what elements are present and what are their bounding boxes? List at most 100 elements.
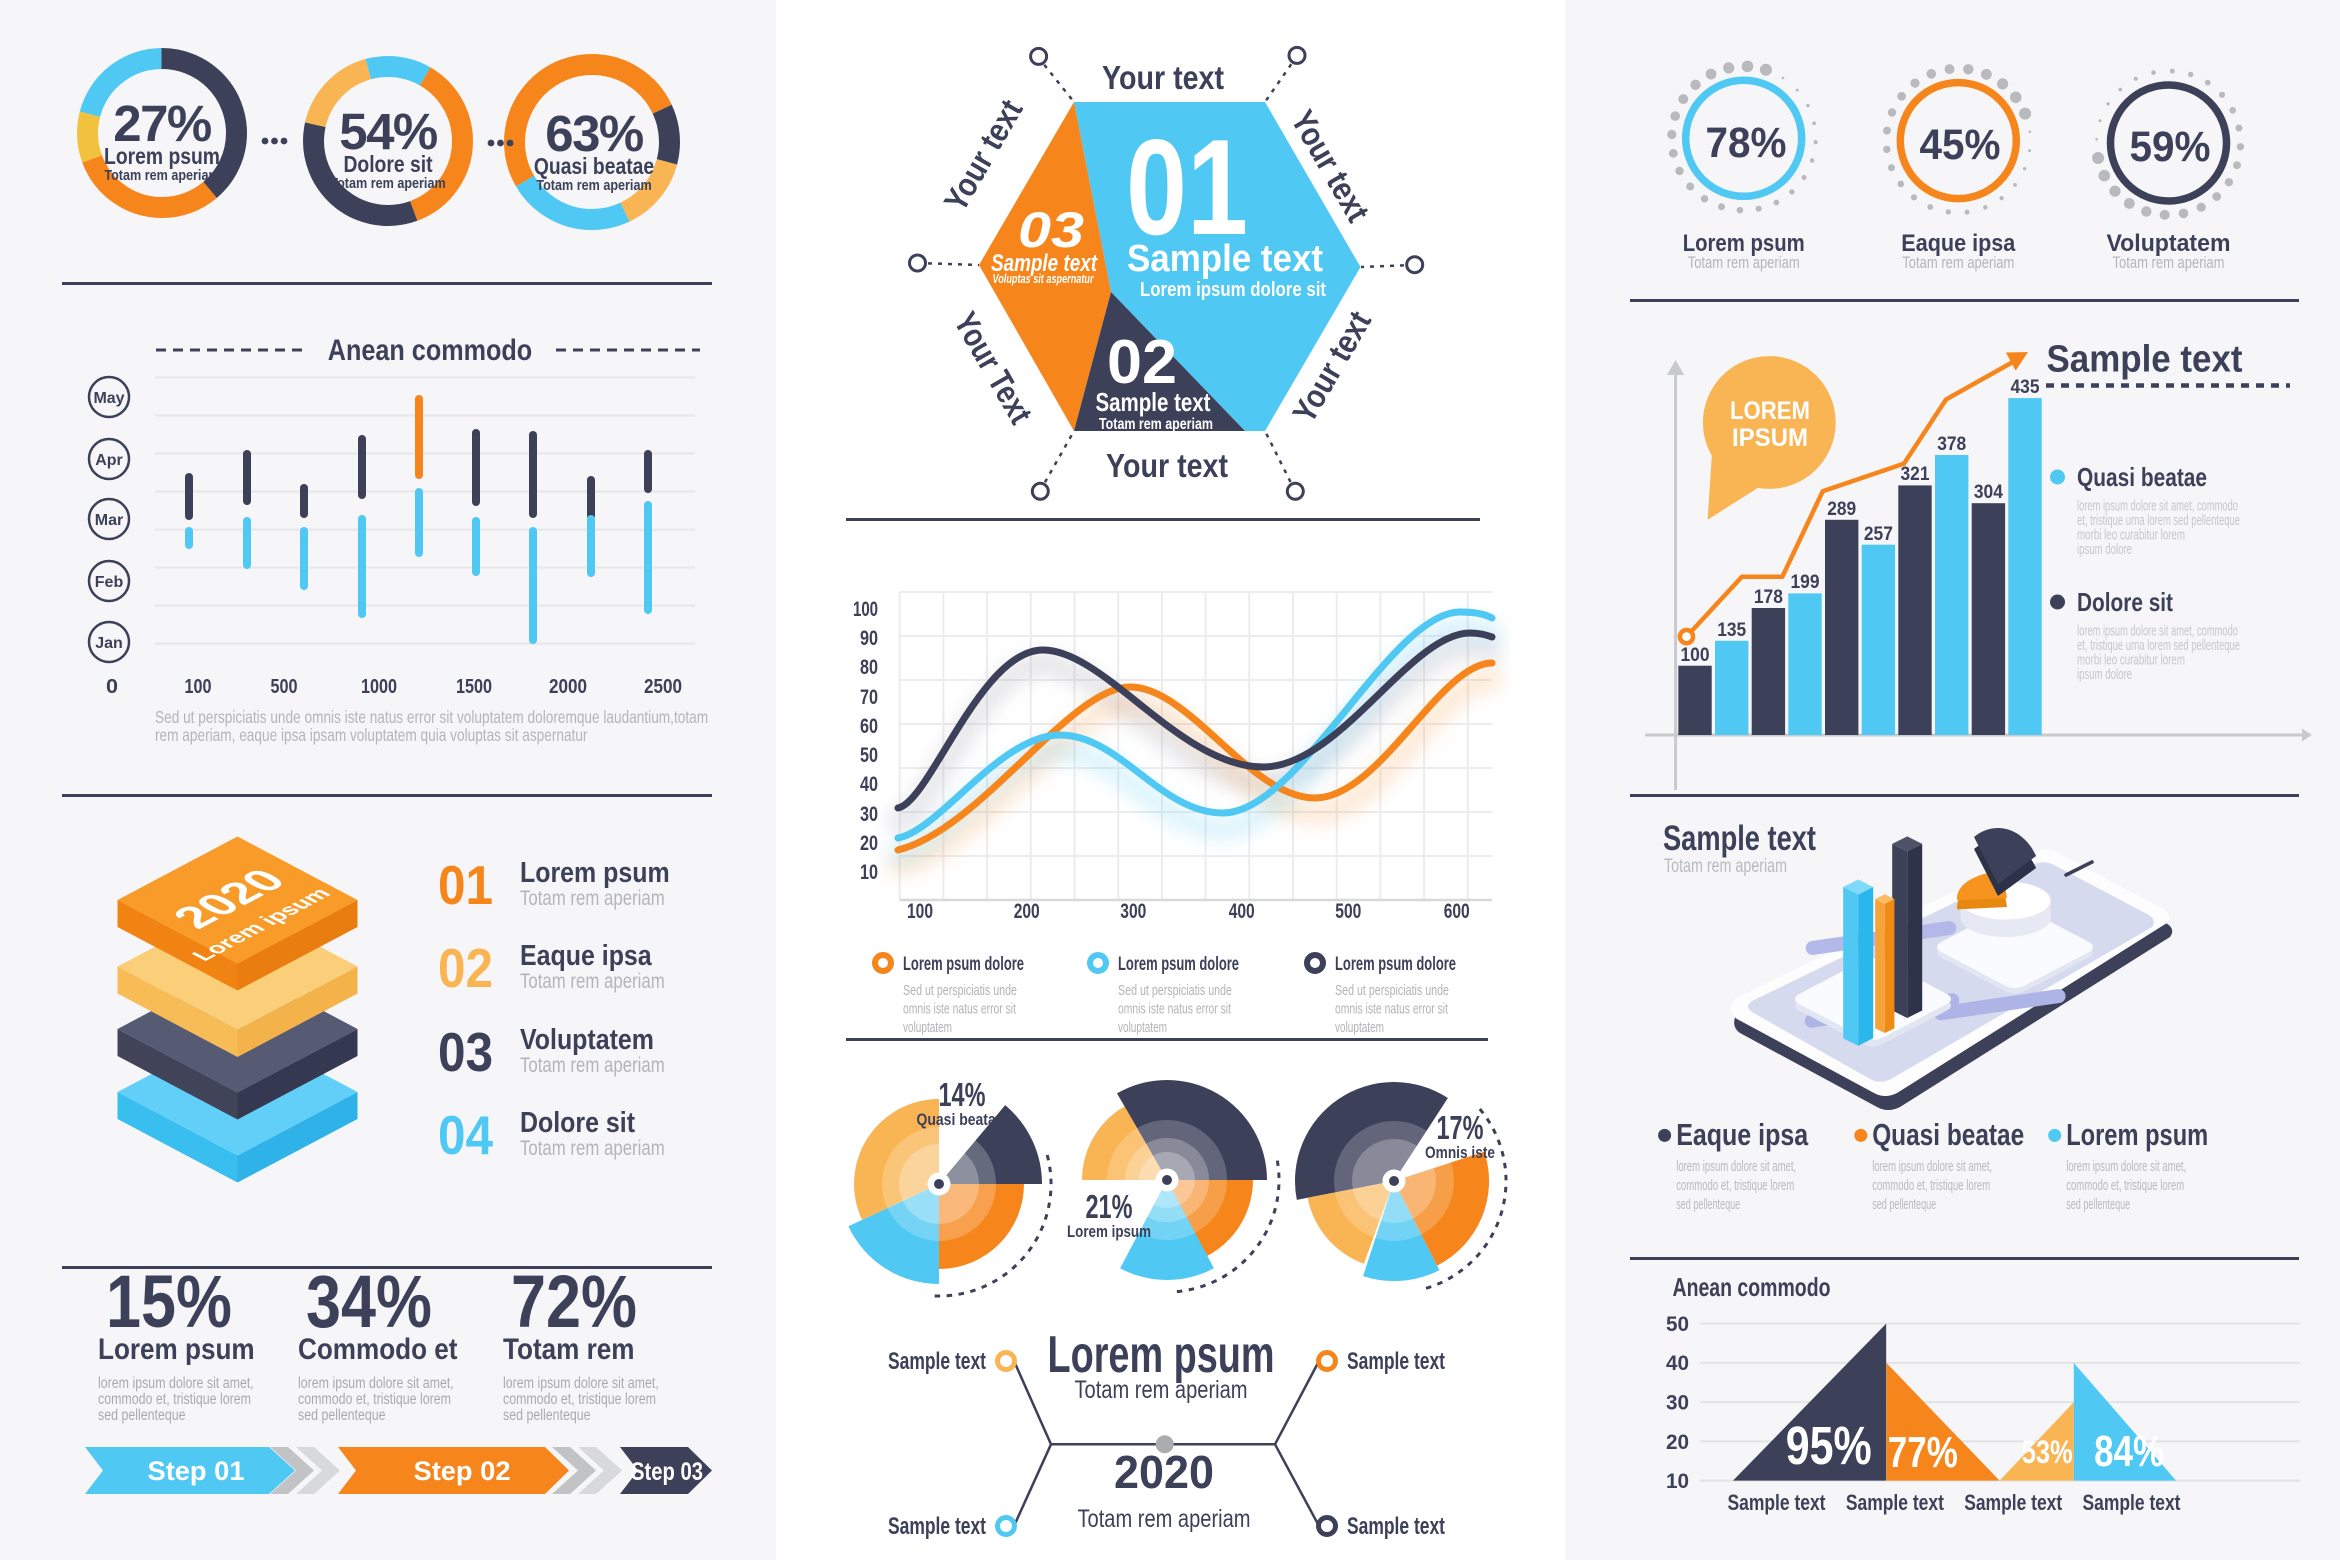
- svg-text:Totam rem aperiam: Totam rem aperiam: [2113, 253, 2225, 272]
- svg-text:100: 100: [853, 598, 878, 621]
- svg-text:0: 0: [106, 676, 118, 698]
- svg-text:et, tristique urna lorem sed p: et, tristique urna lorem sed pellenteque: [2077, 638, 2240, 654]
- svg-text:Lorem psum: Lorem psum: [1683, 230, 1805, 257]
- svg-text:Totam rem aperiam: Totam rem aperiam: [1688, 253, 1800, 272]
- svg-text:500: 500: [1335, 900, 1361, 923]
- svg-text:Quasi beatae: Quasi beatae: [917, 1111, 1004, 1129]
- svg-text:sed pellenteque: sed pellenteque: [2066, 1196, 2130, 1213]
- svg-text:300: 300: [1120, 900, 1146, 923]
- svg-text:Dolore sit: Dolore sit: [2077, 587, 2173, 617]
- svg-text:omnis iste natus error sit: omnis iste natus error sit: [1118, 1001, 1232, 1018]
- svg-text:Sed ut perspiciatis unde: Sed ut perspiciatis unde: [903, 982, 1017, 999]
- svg-text:200: 200: [1014, 900, 1040, 923]
- svg-text:Lorem psum dolore: Lorem psum dolore: [1335, 954, 1456, 975]
- svg-text:commodo et, tristique lorem: commodo et, tristique lorem: [2066, 1177, 2184, 1194]
- svg-text:LOREM: LOREM: [1730, 397, 1810, 425]
- svg-text:321: 321: [1901, 464, 1930, 485]
- svg-text:Sed ut perspiciatis unde: Sed ut perspiciatis unde: [1118, 982, 1232, 999]
- svg-text:Feb: Feb: [95, 574, 124, 591]
- svg-text:Your text: Your text: [1102, 59, 1224, 96]
- svg-text:Anean commodo: Anean commodo: [1673, 1272, 1831, 1302]
- svg-text:Totam rem aperiam: Totam rem aperiam: [1078, 1505, 1251, 1533]
- svg-text:500: 500: [271, 676, 298, 698]
- svg-text:21%: 21%: [1086, 1188, 1133, 1225]
- svg-text:257: 257: [1864, 524, 1893, 545]
- svg-text:77%: 77%: [1888, 1428, 1958, 1477]
- svg-text:14%: 14%: [939, 1076, 986, 1113]
- svg-text:ipsum dolore: ipsum dolore: [2077, 667, 2132, 683]
- svg-text:Step 01: Step 01: [148, 1456, 245, 1486]
- svg-text:IPSUM: IPSUM: [1732, 424, 1808, 452]
- svg-text:10: 10: [1666, 1470, 1689, 1493]
- svg-text:Step 02: Step 02: [414, 1456, 511, 1486]
- svg-text:Sample text: Sample text: [1347, 1513, 1445, 1540]
- svg-text:Lorem psum dolore: Lorem psum dolore: [1118, 954, 1239, 975]
- svg-text:Totam rem aperiam: Totam rem aperiam: [1099, 416, 1213, 433]
- svg-text:289: 289: [1827, 499, 1856, 520]
- svg-text:Sed ut perspiciatis unde: Sed ut perspiciatis unde: [1335, 982, 1449, 999]
- svg-text:Lorem ipsum dolore sit: Lorem ipsum dolore sit: [1140, 279, 1326, 301]
- svg-text:Eaque ipsa: Eaque ipsa: [1676, 1117, 1809, 1152]
- svg-text:Sample text: Sample text: [1096, 387, 1211, 417]
- svg-text:Sample text: Sample text: [991, 250, 1098, 277]
- svg-text:20: 20: [860, 832, 878, 855]
- svg-text:03: 03: [1018, 202, 1084, 258]
- svg-text:10: 10: [860, 861, 878, 884]
- svg-text:omnis iste natus error sit: omnis iste natus error sit: [903, 1001, 1017, 1018]
- svg-text:lorem ipsum dolore sit amet,: lorem ipsum dolore sit amet,: [1676, 1158, 1796, 1175]
- svg-text:199: 199: [1791, 572, 1820, 593]
- svg-text:Lorem psum: Lorem psum: [2066, 1117, 2208, 1152]
- svg-text:Sample text: Sample text: [888, 1513, 986, 1540]
- svg-text:Sample text: Sample text: [1127, 238, 1323, 280]
- svg-text:lorem ipsum dolore sit amet,: lorem ipsum dolore sit amet,: [2066, 1158, 2186, 1175]
- svg-text:30: 30: [860, 803, 878, 826]
- svg-text:ipsum dolore: ipsum dolore: [2077, 542, 2132, 558]
- svg-text:84%: 84%: [2094, 1427, 2164, 1476]
- svg-text:Totam rem aperiam: Totam rem aperiam: [1902, 253, 2014, 272]
- svg-text:100: 100: [185, 676, 212, 698]
- svg-text:90: 90: [860, 627, 878, 650]
- svg-text:Sample text: Sample text: [1663, 819, 1816, 858]
- svg-text:sed pellenteque: sed pellenteque: [1872, 1196, 1936, 1213]
- svg-text:1500: 1500: [456, 676, 492, 698]
- svg-text:Quasi beatae: Quasi beatae: [1872, 1117, 2024, 1152]
- svg-text:Sample text: Sample text: [1846, 1490, 1945, 1515]
- svg-text:40: 40: [860, 773, 878, 796]
- svg-text:45%: 45%: [1920, 121, 2001, 169]
- svg-text:Lorem psum: Lorem psum: [1048, 1330, 1275, 1384]
- svg-text:Mar: Mar: [95, 512, 123, 529]
- svg-text:50: 50: [860, 744, 878, 767]
- svg-text:Voluptas sit aspernatur: Voluptas sit aspernatur: [993, 272, 1095, 286]
- svg-text:Omnis iste: Omnis iste: [1425, 1144, 1495, 1162]
- svg-text:30: 30: [1666, 1392, 1689, 1415]
- svg-text:400: 400: [1229, 900, 1255, 923]
- svg-text:2500: 2500: [644, 676, 682, 698]
- svg-text:Step 03: Step 03: [631, 1458, 703, 1486]
- svg-text:lorem ipsum dolore sit amet,: lorem ipsum dolore sit amet,: [1872, 1158, 1992, 1175]
- svg-text:Totam rem aperiam: Totam rem aperiam: [1664, 856, 1787, 877]
- svg-text:Lorem ipsum: Lorem ipsum: [1067, 1223, 1151, 1241]
- svg-text:78%: 78%: [1706, 119, 1787, 167]
- svg-text:435: 435: [2011, 377, 2040, 398]
- svg-text:50: 50: [1666, 1313, 1689, 1336]
- svg-text:lorem ipsum dolore sit amet, c: lorem ipsum dolore sit amet, commodo: [2077, 624, 2238, 640]
- svg-text:voluptatem: voluptatem: [1335, 1019, 1384, 1036]
- svg-text:01: 01: [1126, 111, 1248, 263]
- svg-text:304: 304: [1974, 482, 2003, 503]
- svg-text:Sample text: Sample text: [888, 1348, 986, 1375]
- svg-text:Apr: Apr: [95, 452, 123, 469]
- svg-text:commodo et, tristique lorem: commodo et, tristique lorem: [1676, 1177, 1794, 1194]
- svg-text:80: 80: [860, 656, 878, 679]
- svg-text:95%: 95%: [1786, 1416, 1872, 1476]
- svg-text:morbi leo curabitur lorem: morbi leo curabitur lorem: [2077, 653, 2185, 669]
- svg-text:20: 20: [1666, 1431, 1689, 1454]
- svg-text:May: May: [93, 390, 124, 407]
- svg-text:Lorem psum dolore: Lorem psum dolore: [903, 954, 1024, 975]
- svg-text:morbi leo curabitur lorem: morbi leo curabitur lorem: [2077, 528, 2185, 544]
- svg-text:commodo et, tristique lorem: commodo et, tristique lorem: [1872, 1177, 1990, 1194]
- svg-text:135: 135: [1717, 620, 1746, 641]
- svg-text:Totam rem aperiam: Totam rem aperiam: [1075, 1376, 1248, 1404]
- svg-text:53%: 53%: [2022, 1434, 2073, 1470]
- svg-text:60: 60: [860, 715, 878, 738]
- svg-text:600: 600: [1444, 900, 1470, 923]
